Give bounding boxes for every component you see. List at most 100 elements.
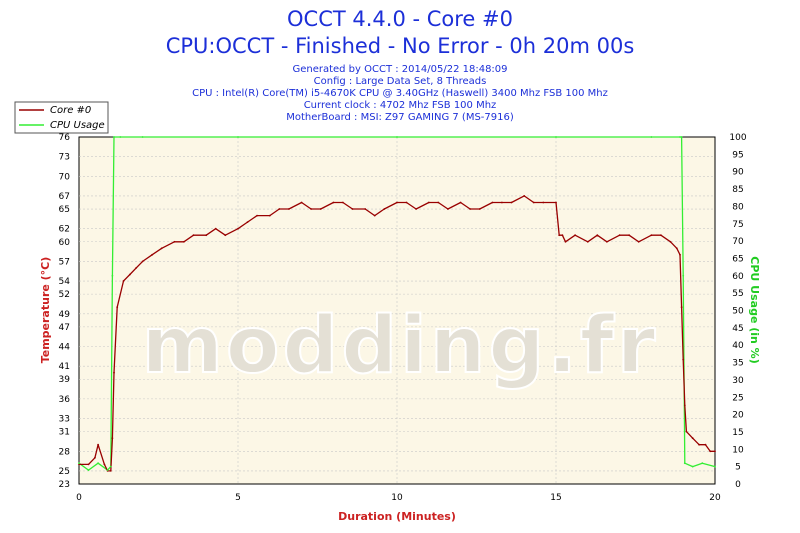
y2-tick-label: 30: [732, 376, 744, 386]
y2-tick-label: 75: [732, 220, 743, 230]
core0-point: [669, 240, 672, 243]
core0-point: [561, 234, 564, 237]
core0-point: [704, 443, 707, 446]
core0-point: [396, 201, 398, 204]
y2-tick-label: 65: [732, 254, 743, 264]
core0-point: [637, 240, 640, 243]
y2-tick-label: 40: [732, 341, 744, 351]
core0-point: [319, 208, 322, 210]
core0-point: [383, 208, 386, 210]
y-tick-label: 47: [59, 323, 70, 333]
y2-tick-label: 55: [732, 289, 743, 299]
core0-point: [564, 240, 567, 243]
core0-point: [135, 267, 138, 269]
core0-point: [683, 404, 686, 407]
y2-tick-label: 25: [732, 393, 743, 403]
cpu-usage-point: [109, 465, 112, 468]
core0-point: [160, 247, 163, 250]
core0-point: [288, 208, 290, 210]
core0-point: [310, 208, 312, 210]
y-tick-label: 28: [59, 447, 71, 457]
core0-point: [491, 201, 494, 204]
y-tick-label: 41: [59, 362, 70, 372]
core0-point: [510, 201, 513, 204]
core0-point: [606, 240, 608, 243]
y-tick-label: 62: [59, 225, 70, 235]
y-tick-label: 67: [59, 192, 70, 202]
cpu-usage-point: [691, 465, 694, 468]
y-tick-label: 25: [59, 467, 70, 477]
x-tick-label: 0: [76, 493, 82, 503]
core0-point: [437, 201, 440, 204]
y-tick-label: 57: [59, 257, 70, 267]
core0-point: [628, 234, 630, 237]
core0-point: [278, 208, 281, 210]
core0-point: [685, 430, 688, 433]
y-tick-label: 39: [59, 375, 71, 385]
y-axis-label: Temperature (°C): [39, 257, 52, 364]
y-tick-label: 65: [59, 205, 70, 215]
legend-label-cpu-usage: CPU Usage: [50, 120, 105, 131]
core0-point: [698, 443, 700, 446]
core0-point: [256, 214, 258, 217]
core0-point: [151, 253, 154, 256]
core0-point: [111, 437, 114, 440]
core0-point: [523, 195, 526, 197]
y-tick-label: 36: [59, 395, 71, 405]
core0-point: [87, 463, 90, 466]
core0-point: [214, 227, 217, 230]
core0-point: [224, 234, 227, 237]
core0-point: [675, 247, 678, 250]
cpu-usage-point: [680, 136, 683, 138]
core0-point: [300, 201, 303, 204]
y-tick-label: 31: [59, 428, 70, 438]
cpu-usage-point: [78, 462, 80, 465]
cpu-usage-point: [701, 462, 704, 465]
core0-point: [173, 240, 176, 243]
core0-point: [405, 201, 408, 204]
y2-tick-label: 10: [732, 445, 744, 455]
y-tick-label: 60: [59, 238, 71, 248]
core0-point: [660, 234, 662, 237]
core0-point: [97, 443, 99, 446]
core0-point: [268, 214, 271, 217]
core0-point: [691, 437, 694, 440]
cpu-usage-point: [650, 136, 653, 138]
core0-point: [469, 208, 471, 210]
core0-point: [709, 450, 712, 453]
y-tick-label: 33: [59, 415, 70, 425]
cpu-usage-point: [106, 469, 109, 471]
legend-box: [14, 101, 109, 134]
y2-tick-label: 70: [732, 237, 744, 247]
y2-tick-label: 20: [732, 411, 744, 421]
y-tick-label: 76: [59, 133, 71, 143]
core0-point: [351, 208, 354, 210]
watermark: modding.fr: [142, 301, 659, 391]
core0-point: [427, 201, 430, 204]
cpu-usage-point: [97, 462, 99, 465]
y2-tick-label: 85: [732, 185, 743, 195]
cpu-usage-point: [682, 274, 685, 277]
core0-point: [650, 234, 653, 237]
y-tick-label: 23: [59, 480, 70, 490]
y2-tick-label: 80: [732, 202, 744, 212]
core0-point: [574, 234, 576, 237]
y2-tick-label: 5: [735, 463, 741, 473]
y2-tick-label: 100: [729, 133, 746, 143]
x-tick-label: 15: [550, 493, 561, 503]
core0-point: [129, 273, 131, 276]
core0-point: [192, 234, 195, 237]
core0-point: [94, 456, 96, 459]
tick-labels: 2325283133363941444749525457606265677073…: [59, 133, 747, 503]
info-line-cpu: CPU : Intel(R) Core(TM) i5-4670K CPU @ 3…: [192, 88, 608, 99]
core0-point: [714, 450, 716, 453]
cpu-usage-point: [237, 136, 239, 138]
cpu-usage-point: [113, 136, 115, 138]
core0-point: [558, 234, 561, 237]
legend-label-core0: Core #0: [50, 105, 91, 116]
y-tick-label: 70: [59, 172, 71, 182]
info-line-config: Config : Large Data Set, 8 Threads: [314, 76, 487, 87]
core0-point: [116, 306, 119, 309]
core0-point: [682, 358, 685, 361]
